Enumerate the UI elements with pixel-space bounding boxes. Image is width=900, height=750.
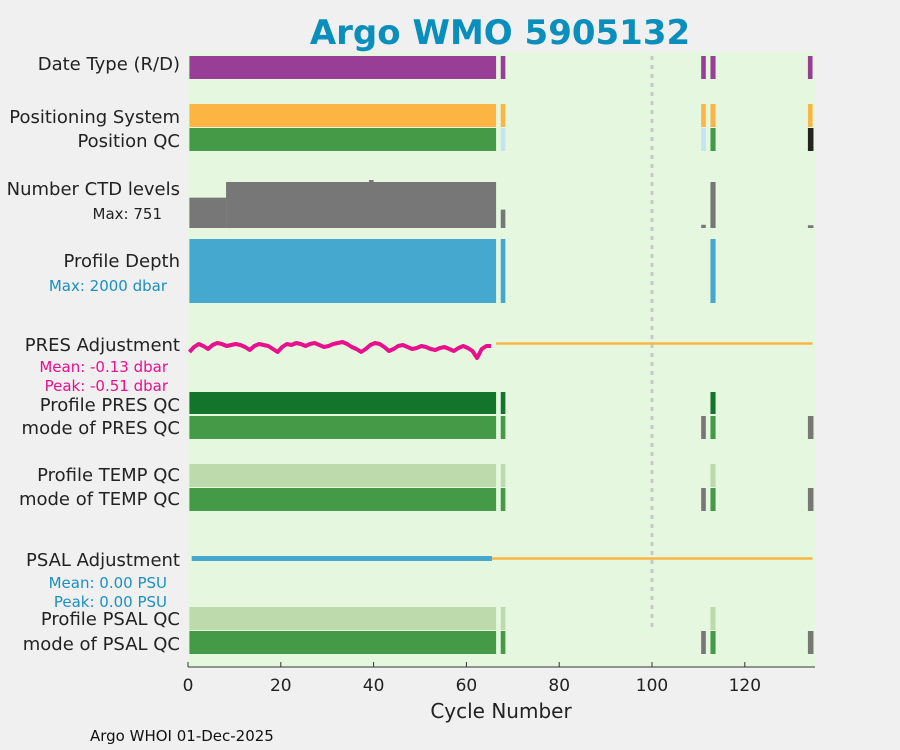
label-position-qc: Position QC	[77, 131, 180, 152]
label-ctd-levels: Number CTD levels	[7, 179, 180, 200]
bar-profile-pres-qc-113	[710, 392, 716, 414]
bar-positioning-111	[701, 104, 706, 127]
x-axis-ticks: 0 20 40 60 80 100 120	[183, 662, 761, 696]
bar-ctd-early	[189, 197, 227, 228]
bar-mode-psal-qc-113	[710, 631, 716, 654]
x-tick-label: 20	[270, 676, 292, 696]
label-mode-psal-qc: mode of PSAL QC	[23, 634, 180, 655]
bar-depth-113	[710, 239, 716, 303]
bar-ctd-113	[710, 182, 716, 228]
annotation-psal-peak: Peak: 0.00 PSU	[54, 593, 167, 611]
x-tick-label: 40	[363, 676, 385, 696]
bar-profile-pres-qc-68	[500, 392, 506, 414]
bar-mode-temp-qc-main	[189, 488, 497, 511]
bar-mode-psal-qc-68	[500, 631, 506, 654]
annotation-psal-mean: Mean: 0.00 PSU	[49, 574, 167, 592]
bar-ctd-spike	[368, 180, 374, 184]
x-tick-label: 80	[548, 676, 570, 696]
bar-ctd-111	[701, 224, 706, 228]
x-tick-label: 60	[456, 676, 478, 696]
annotation-pres-mean: Mean: -0.13 dbar	[39, 358, 169, 376]
bar-mode-pres-qc-134	[807, 416, 814, 439]
bar-mode-pres-qc-main	[189, 416, 497, 439]
bar-position-qc-134	[807, 128, 814, 151]
bar-date-type-111	[701, 56, 706, 79]
footer-credit: Argo WHOI 01-Dec-2025	[90, 727, 274, 745]
label-mode-pres-qc: mode of PRES QC	[22, 418, 180, 439]
label-profile-depth: Profile Depth	[63, 251, 180, 272]
bar-mode-temp-qc-111	[701, 488, 706, 511]
label-profile-pres-qc: Profile PRES QC	[40, 395, 180, 416]
chart-marks	[187, 56, 814, 654]
bar-profile-psal-qc-68	[500, 607, 506, 630]
bar-position-qc-113	[710, 128, 716, 151]
bar-positioning-134	[807, 104, 813, 127]
label-pres-adjustment: PRES Adjustment	[25, 335, 180, 356]
bar-position-qc-main	[189, 128, 497, 151]
bar-profile-psal-qc-main	[189, 607, 497, 630]
bar-positioning-main	[189, 104, 497, 127]
x-tick-label: 100	[636, 676, 668, 696]
annotation-depth-max: Max: 2000 dbar	[49, 277, 168, 295]
bar-positioning-68	[500, 104, 506, 127]
x-axis-label: Cycle Number	[430, 699, 572, 723]
bar-ctd-134	[807, 225, 814, 228]
bar-date-type-main	[189, 56, 497, 79]
bar-mode-pres-qc-113	[710, 416, 716, 439]
bar-profile-psal-qc-113	[710, 607, 716, 630]
pres-adjustment-series	[187, 340, 491, 360]
bar-position-qc-68	[500, 128, 506, 151]
bar-mode-temp-qc-113	[710, 488, 716, 511]
bar-mode-temp-qc-134	[807, 488, 814, 511]
x-tick-label: 120	[729, 676, 761, 696]
label-positioning-system: Positioning System	[9, 107, 180, 128]
bar-profile-temp-qc-68	[500, 464, 506, 487]
bar-profile-temp-qc-113	[710, 464, 716, 487]
annotation-pres-peak: Peak: -0.51 dbar	[45, 377, 169, 395]
bar-mode-pres-qc-68	[500, 416, 506, 439]
bar-depth-68	[500, 239, 506, 303]
bar-mode-pres-qc-111	[701, 416, 706, 439]
label-mode-temp-qc: mode of TEMP QC	[19, 489, 180, 510]
chart-title: Argo WMO 5905132	[310, 13, 690, 53]
plot-area	[188, 52, 815, 667]
bar-depth-main	[189, 239, 497, 303]
bar-mode-psal-qc-134	[807, 631, 814, 654]
bar-ctd-68	[500, 209, 506, 228]
x-tick-label: 0	[183, 676, 194, 696]
label-psal-adjustment: PSAL Adjustment	[26, 550, 180, 571]
label-profile-psal-qc: Profile PSAL QC	[41, 609, 180, 630]
bar-date-type-113	[710, 56, 716, 79]
bar-date-type-134	[807, 56, 813, 79]
label-profile-temp-qc: Profile TEMP QC	[37, 465, 180, 486]
bar-profile-temp-qc-main	[189, 464, 497, 487]
annotation-ctd-max: Max: 751	[93, 205, 162, 223]
bar-mode-temp-qc-68	[500, 488, 506, 511]
bar-profile-pres-qc-main	[189, 392, 497, 414]
bar-date-type-68	[500, 56, 506, 79]
bar-mode-psal-qc-111	[701, 631, 706, 654]
bar-ctd-main	[226, 182, 497, 228]
bar-positioning-113	[710, 104, 716, 127]
label-date-type: Date Type (R/D)	[38, 54, 180, 75]
bar-position-qc-111	[701, 128, 706, 151]
bar-mode-psal-qc-main	[189, 631, 497, 654]
